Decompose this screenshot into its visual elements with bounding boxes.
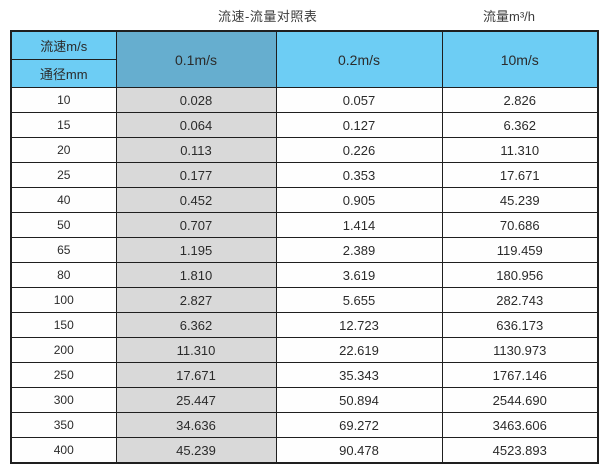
header-col-10ms: 10m/s (441, 30, 599, 88)
flow-value-cell: 25.447 (115, 387, 277, 413)
flow-value-cell: 2544.690 (441, 387, 599, 413)
flow-value-cell: 0.113 (115, 137, 277, 163)
diameter-cell: 20 (10, 137, 117, 163)
flow-value-cell: 2.827 (115, 287, 277, 313)
flow-unit-label: 流量m³/h (483, 9, 536, 24)
table-row: 300 25.447 50.894 2544.690 (10, 387, 599, 413)
diameter-cell: 40 (10, 187, 117, 213)
table-row: 150 6.362 12.723 636.173 (10, 312, 599, 338)
flow-value-cell: 6.362 (441, 112, 599, 138)
title-bar: 流速-流量对照表 流量m³/h (0, 4, 600, 26)
flow-value-cell: 0.226 (275, 137, 443, 163)
flow-value-cell: 0.905 (275, 187, 443, 213)
flow-value-cell: 1.414 (275, 212, 443, 238)
flow-value-cell: 119.459 (441, 237, 599, 263)
diameter-cell: 65 (10, 237, 117, 263)
diameter-cell: 50 (10, 212, 117, 238)
table-row: 80 1.810 3.619 180.956 (10, 262, 599, 288)
flow-value-cell: 282.743 (441, 287, 599, 313)
header-col-0-1ms: 0.1m/s (115, 30, 277, 88)
flow-value-cell: 69.272 (275, 412, 443, 438)
flow-value-cell: 4523.893 (441, 437, 599, 464)
flow-value-cell: 636.173 (441, 312, 599, 338)
diameter-cell: 100 (10, 287, 117, 313)
table-row: 25 0.177 0.353 17.671 (10, 162, 599, 188)
diameter-cell: 10 (10, 87, 117, 113)
flow-value-cell: 1.810 (115, 262, 277, 288)
flow-value-cell: 0.028 (115, 87, 277, 113)
flow-value-cell: 12.723 (275, 312, 443, 338)
table-row: 400 45.239 90.478 4523.893 (10, 437, 599, 464)
flow-value-cell: 0.452 (115, 187, 277, 213)
flow-value-cell: 3463.606 (441, 412, 599, 438)
table-row: 40 0.452 0.905 45.239 (10, 187, 599, 213)
diameter-cell: 250 (10, 362, 117, 388)
diameter-cell: 200 (10, 337, 117, 363)
flow-conversion-table: 流速m/s 0.1m/s 0.2m/s 10m/s 通径mm 10 0.028 0.… (10, 30, 599, 464)
flow-value-cell: 0.353 (275, 162, 443, 188)
table-row: 350 34.636 69.272 3463.606 (10, 412, 599, 438)
flow-value-cell: 5.655 (275, 287, 443, 313)
flow-value-cell: 0.127 (275, 112, 443, 138)
flow-value-cell: 35.343 (275, 362, 443, 388)
flow-value-cell: 45.239 (115, 437, 277, 464)
table-row: 10 0.028 0.057 2.826 (10, 87, 599, 113)
flow-value-cell: 1.195 (115, 237, 277, 263)
table-body: 10 0.028 0.057 2.826 15 0.064 0.127 6.362 20 0.11… (10, 87, 599, 464)
flow-value-cell: 3.619 (275, 262, 443, 288)
table-row: 50 0.707 1.414 70.686 (10, 212, 599, 238)
flow-value-cell: 1130.973 (441, 337, 599, 363)
table-row: 20 0.113 0.226 11.310 (10, 137, 599, 163)
flow-value-cell: 2.389 (275, 237, 443, 263)
flow-value-cell: 0.064 (115, 112, 277, 138)
flow-value-cell: 1767.146 (441, 362, 599, 388)
table-row: 15 0.064 0.127 6.362 (10, 112, 599, 138)
table-row: 250 17.671 35.343 1767.146 (10, 362, 599, 388)
diameter-cell: 150 (10, 312, 117, 338)
header-col-0-2ms: 0.2m/s (275, 30, 443, 88)
flow-value-cell: 6.362 (115, 312, 277, 338)
diameter-cell: 300 (10, 387, 117, 413)
flow-value-cell: 11.310 (441, 137, 599, 163)
table-row: 100 2.827 5.655 282.743 (10, 287, 599, 313)
flow-value-cell: 17.671 (115, 362, 277, 388)
header-diameter-label: 通径mm (10, 59, 117, 88)
diameter-cell: 80 (10, 262, 117, 288)
flow-value-cell: 22.619 (275, 337, 443, 363)
header-velocity-label: 流速m/s (10, 30, 117, 60)
flow-value-cell: 45.239 (441, 187, 599, 213)
flow-value-cell: 11.310 (115, 337, 277, 363)
flow-value-cell: 180.956 (441, 262, 599, 288)
diameter-cell: 25 (10, 162, 117, 188)
diameter-cell: 350 (10, 412, 117, 438)
flow-value-cell: 0.177 (115, 162, 277, 188)
flow-value-cell: 70.686 (441, 212, 599, 238)
flow-value-cell: 2.826 (441, 87, 599, 113)
flow-value-cell: 34.636 (115, 412, 277, 438)
diameter-cell: 15 (10, 112, 117, 138)
flow-value-cell: 17.671 (441, 162, 599, 188)
diameter-cell: 400 (10, 437, 117, 464)
table-row: 65 1.195 2.389 119.459 (10, 237, 599, 263)
flow-value-cell: 90.478 (275, 437, 443, 464)
flow-value-cell: 0.707 (115, 212, 277, 238)
flow-value-cell: 0.057 (275, 87, 443, 113)
flow-value-cell: 50.894 (275, 387, 443, 413)
table-title: 流速-流量对照表 (218, 9, 318, 24)
table-row: 200 11.310 22.619 1130.973 (10, 337, 599, 363)
